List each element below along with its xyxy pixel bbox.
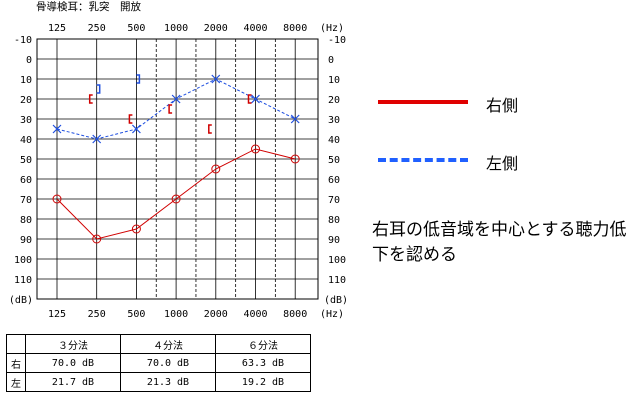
table-row-right: 右 70.0 dB 70.0 dB 63.3 dB bbox=[6, 353, 311, 373]
y-tick-label: 110 bbox=[14, 275, 32, 286]
y-tick-label: 100 bbox=[14, 255, 32, 266]
data-point-left-ear bbox=[290, 114, 300, 124]
data-point-right-ear bbox=[211, 164, 221, 174]
y-tick-label: 110 bbox=[328, 275, 346, 286]
y-tick-label: 50 bbox=[328, 155, 340, 166]
table-row-left: 左 21.7 dB 21.3 dB 19.2 dB bbox=[6, 372, 311, 392]
data-point-left-ear bbox=[131, 124, 141, 134]
x-tick-label: 500 bbox=[127, 309, 145, 320]
x-tick-label: 2000 bbox=[204, 23, 228, 34]
bone-point-right-ear bbox=[168, 104, 173, 114]
x-tick-label: 4000 bbox=[243, 309, 267, 320]
grid bbox=[36, 38, 319, 300]
data-point-right-ear bbox=[251, 144, 260, 154]
data-point-right-ear bbox=[131, 224, 141, 234]
x-tick-label: 125 bbox=[48, 309, 66, 320]
x-unit-label: (Hz) bbox=[320, 23, 344, 34]
table-cell: 19.2 dB bbox=[215, 372, 311, 392]
data-point-left-ear bbox=[52, 124, 62, 134]
bone-point-right-ear bbox=[128, 114, 133, 124]
series-line-air-conduction bbox=[56, 148, 296, 240]
x-tick-label: 250 bbox=[88, 23, 106, 34]
y-tick-label: 40 bbox=[20, 135, 32, 146]
data-point-left-ear bbox=[92, 134, 102, 144]
data-point-right-ear bbox=[290, 154, 300, 164]
plot-frame bbox=[36, 38, 319, 300]
x-tick-label: 8000 bbox=[283, 309, 307, 320]
x-tick-label: 4000 bbox=[243, 23, 267, 34]
table-cell: 63.3 dB bbox=[215, 353, 311, 373]
table-cell: 21.7 dB bbox=[25, 372, 121, 392]
x-tick-label: 250 bbox=[88, 309, 106, 320]
y-tick-label: 40 bbox=[328, 135, 340, 146]
chart-title: 骨導検耳：乳突 開放 bbox=[36, 0, 141, 13]
bone-point-right-ear bbox=[247, 94, 252, 104]
x-tick-label: 500 bbox=[127, 23, 145, 34]
tick-labels: 1251252502505005001000100020002000400040… bbox=[9, 23, 348, 320]
y-tick-label: 80 bbox=[328, 215, 340, 226]
table-cell: 70.0 dB bbox=[25, 353, 121, 373]
table-corner-cell bbox=[6, 334, 26, 354]
y-tick-label: 30 bbox=[328, 115, 340, 126]
y-tick-label: 90 bbox=[328, 235, 340, 246]
y-tick-label: 90 bbox=[20, 235, 32, 246]
legend-left-label: 左側 bbox=[486, 154, 519, 173]
y-tick-label: 0 bbox=[26, 55, 32, 66]
y-tick-label: 100 bbox=[328, 255, 346, 266]
y-unit-label: (dB) bbox=[324, 295, 348, 306]
data-point-right-ear bbox=[171, 194, 181, 204]
x-tick-label: 8000 bbox=[283, 23, 307, 34]
y-tick-label: 70 bbox=[20, 195, 32, 206]
x-tick-label: 1000 bbox=[164, 23, 188, 34]
y-tick-label: -10 bbox=[14, 35, 32, 46]
data-point-right-ear bbox=[52, 194, 62, 204]
bone-point-right-ear bbox=[208, 124, 212, 134]
data-point-left-ear bbox=[251, 94, 260, 104]
table-row-label: 右 bbox=[6, 353, 26, 373]
y-tick-label: 10 bbox=[328, 75, 340, 86]
y-tick-label: 20 bbox=[20, 95, 32, 106]
table-header-row: ３分法 ４分法 ６分法 bbox=[6, 334, 311, 354]
y-tick-label: 10 bbox=[20, 75, 32, 86]
y-tick-label: 70 bbox=[328, 195, 340, 206]
finding-annotation: 右耳の低音域を中心とする聴力低下を認める bbox=[372, 220, 627, 265]
y-tick-label: 50 bbox=[20, 155, 32, 166]
data-point-left-ear bbox=[211, 74, 221, 84]
legend-right-label: 右側 bbox=[486, 96, 519, 115]
y-tick-label: 60 bbox=[20, 175, 32, 186]
table-header-6: ６分法 bbox=[215, 334, 311, 354]
pure-tone-average-table: ３分法 ４分法 ６分法 右 70.0 dB 70.0 dB 63.3 dB 左 … bbox=[6, 334, 311, 392]
y-unit-label: (dB) bbox=[9, 295, 33, 306]
x-tick-label: 1000 bbox=[164, 309, 188, 320]
y-tick-label: 0 bbox=[328, 55, 334, 66]
y-tick-label: -10 bbox=[328, 35, 346, 46]
bone-point-right-ear bbox=[88, 94, 93, 104]
x-tick-label: 2000 bbox=[204, 309, 228, 320]
data-point-left-ear bbox=[171, 94, 181, 104]
legend-right-swatch bbox=[378, 100, 468, 104]
y-tick-label: 80 bbox=[20, 215, 32, 226]
table-row-label: 左 bbox=[6, 372, 26, 392]
x-unit-label: (Hz) bbox=[320, 309, 344, 320]
table-cell: 21.3 dB bbox=[120, 372, 216, 392]
y-tick-label: 60 bbox=[328, 175, 340, 186]
table-cell: 70.0 dB bbox=[120, 353, 216, 373]
bone-point-left-ear bbox=[136, 74, 141, 84]
data-series bbox=[52, 74, 300, 244]
data-point-right-ear bbox=[92, 234, 102, 244]
table-header-4: ４分法 bbox=[120, 334, 216, 354]
legend-left-swatch bbox=[378, 158, 468, 162]
table-header-3: ３分法 bbox=[25, 334, 121, 354]
y-tick-label: 20 bbox=[328, 95, 340, 106]
bone-point-left-ear bbox=[96, 84, 101, 94]
x-tick-label: 125 bbox=[48, 23, 66, 34]
y-tick-label: 30 bbox=[20, 115, 32, 126]
